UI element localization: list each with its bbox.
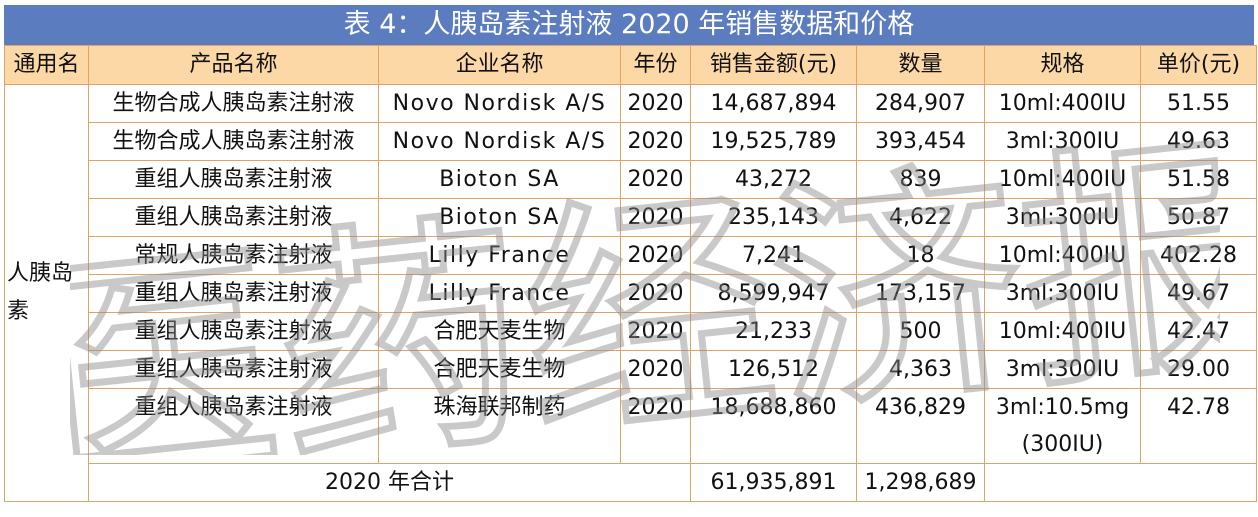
amount-cell: 19,525,789	[690, 122, 857, 161]
total-amount: 61,935,891	[690, 463, 857, 502]
spec-cell: 3ml:300IU	[984, 274, 1141, 313]
year-cell: 2020	[620, 312, 691, 351]
spec-cell: 3ml:300IU	[984, 350, 1141, 389]
table-row: 重组人胰岛素注射液 珠海联邦制药 2020 18,688,860 436,829…	[5, 388, 1257, 464]
company-cell: Bioton SA	[378, 198, 621, 237]
company-cell: 合肥天麦生物	[378, 350, 621, 389]
total-label: 2020 年合计	[88, 463, 691, 502]
unit-price-cell: 51.55	[1140, 84, 1257, 123]
amount-cell: 18,688,860	[690, 388, 857, 464]
product-cell: 重组人胰岛素注射液	[88, 350, 379, 389]
quantity-cell: 4,622	[856, 198, 985, 237]
spec-cell: 10ml:400IU	[984, 84, 1141, 123]
quantity-cell: 173,157	[856, 274, 985, 313]
company-cell: Novo Nordisk A/S	[378, 122, 621, 161]
quantity-cell: 393,454	[856, 122, 985, 161]
spec-cell: 3ml:300IU	[984, 122, 1141, 161]
product-cell: 生物合成人胰岛素注射液	[88, 122, 379, 161]
table-row: 常规人胰岛素注射液 Lilly France 2020 7,241 18 10m…	[5, 236, 1257, 275]
header-quantity: 数量	[856, 45, 985, 85]
year-cell: 2020	[620, 236, 691, 275]
year-cell: 2020	[620, 274, 691, 313]
unit-price-cell: 50.87	[1140, 198, 1257, 237]
quantity-cell: 839	[856, 160, 985, 199]
header-product: 产品名称	[88, 45, 379, 85]
header-unit-price: 单价(元)	[1140, 45, 1257, 85]
product-cell: 重组人胰岛素注射液	[88, 274, 379, 313]
unit-price-cell: 42.47	[1140, 312, 1257, 351]
unit-price-cell: 49.67	[1140, 274, 1257, 313]
year-cell: 2020	[620, 198, 691, 237]
unit-price-cell: 51.58	[1140, 160, 1257, 199]
table-row: 重组人胰岛素注射液 合肥天麦生物 2020 21,233 500 10ml:40…	[5, 312, 1257, 351]
product-cell: 重组人胰岛素注射液	[88, 312, 379, 351]
total-empty	[984, 463, 1257, 502]
company-cell: 合肥天麦生物	[378, 312, 621, 351]
table-row: 生物合成人胰岛素注射液 Novo Nordisk A/S 2020 19,525…	[5, 122, 1257, 161]
header-year: 年份	[620, 45, 691, 85]
company-cell: 珠海联邦制药	[378, 388, 621, 464]
sales-table: 通用名 产品名称 企业名称 年份 销售金额(元) 数量 规格 单价(元) 人胰岛…	[4, 45, 1257, 502]
quantity-cell: 18	[856, 236, 985, 275]
year-cell: 2020	[620, 350, 691, 389]
table-row: 重组人胰岛素注射液 合肥天麦生物 2020 126,512 4,363 3ml:…	[5, 350, 1257, 389]
spec-cell: 3ml:300IU	[984, 198, 1141, 237]
company-cell: Lilly France	[378, 274, 621, 313]
amount-cell: 14,687,894	[690, 84, 857, 123]
company-cell: Novo Nordisk A/S	[378, 84, 621, 123]
total-row: 2020 年合计 61,935,891 1,298,689	[5, 463, 1257, 502]
spec-cell: 10ml:400IU	[984, 160, 1141, 199]
company-cell: Lilly France	[378, 236, 621, 275]
product-cell: 常规人胰岛素注射液	[88, 236, 379, 275]
spec-cell: 3ml:10.5mg (300IU)	[984, 388, 1141, 464]
table-row: 重组人胰岛素注射液 Lilly France 2020 8,599,947 17…	[5, 274, 1257, 313]
header-amount: 销售金额(元)	[690, 45, 857, 85]
unit-price-cell: 402.28	[1140, 236, 1257, 275]
unit-price-cell: 42.78	[1140, 388, 1257, 464]
product-cell: 重组人胰岛素注射液	[88, 160, 379, 199]
company-cell: Bioton SA	[378, 160, 621, 199]
table-row: 重组人胰岛素注射液 Bioton SA 2020 235,143 4,622 3…	[5, 198, 1257, 237]
total-quantity: 1,298,689	[856, 463, 985, 502]
product-cell: 重组人胰岛素注射液	[88, 388, 379, 464]
header-row: 通用名 产品名称 企业名称 年份 销售金额(元) 数量 规格 单价(元)	[4, 45, 1257, 85]
quantity-cell: 284,907	[856, 84, 985, 123]
year-cell: 2020	[620, 122, 691, 161]
unit-price-cell: 49.63	[1140, 122, 1257, 161]
amount-cell: 8,599,947	[690, 274, 857, 313]
amount-cell: 126,512	[690, 350, 857, 389]
table-title: 表 4：人胰岛素注射液 2020 年销售数据和价格	[4, 5, 1254, 45]
amount-cell: 7,241	[690, 236, 857, 275]
category-cell: 人胰岛素	[4, 84, 89, 502]
header-company: 企业名称	[378, 45, 621, 85]
spec-cell: 10ml:400IU	[984, 312, 1141, 351]
year-cell: 2020	[620, 160, 691, 199]
header-generic: 通用名	[4, 45, 89, 85]
amount-cell: 21,233	[690, 312, 857, 351]
product-cell: 重组人胰岛素注射液	[88, 198, 379, 237]
product-cell: 生物合成人胰岛素注射液	[88, 84, 379, 123]
year-cell: 2020	[620, 84, 691, 123]
year-cell: 2020	[620, 388, 691, 464]
quantity-cell: 436,829	[856, 388, 985, 464]
unit-price-cell: 29.00	[1140, 350, 1257, 389]
amount-cell: 235,143	[690, 198, 857, 237]
quantity-cell: 500	[856, 312, 985, 351]
spec-cell: 10ml:400IU	[984, 236, 1141, 275]
table-row: 重组人胰岛素注射液 Bioton SA 2020 43,272 839 10ml…	[5, 160, 1257, 199]
table-row: 人胰岛素 生物合成人胰岛素注射液 Novo Nordisk A/S 2020 1…	[4, 84, 1257, 502]
amount-cell: 43,272	[690, 160, 857, 199]
header-spec: 规格	[984, 45, 1141, 85]
quantity-cell: 4,363	[856, 350, 985, 389]
